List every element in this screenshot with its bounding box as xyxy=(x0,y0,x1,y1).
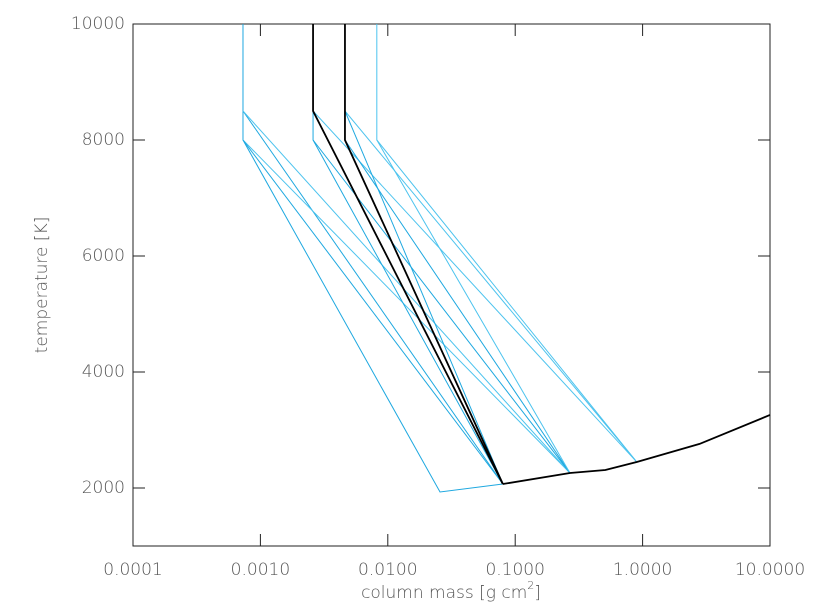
x-tick-label: 0.1000 xyxy=(485,560,544,580)
y-axis-label: temperature [K] xyxy=(32,217,52,354)
profile-line xyxy=(242,139,504,485)
profile-line xyxy=(344,110,504,485)
profile-line xyxy=(242,110,504,485)
x-tick-label: 1.0000 xyxy=(613,560,672,580)
x-tick-label: 0.0100 xyxy=(358,560,417,580)
y-tick-label: 10000 xyxy=(71,14,125,34)
y-tick-label: 4000 xyxy=(82,362,125,382)
plot-frame xyxy=(132,23,771,547)
profile-line xyxy=(376,139,571,474)
profile-line xyxy=(376,24,638,463)
x-axis-label-text: column mass [g cm xyxy=(361,583,527,603)
x-axis-label-end: ] xyxy=(534,583,541,603)
x-axis-label: column mass [g cm2] xyxy=(361,579,541,603)
x-tick-label: 0.0010 xyxy=(231,560,290,580)
x-tick-label: 10.0000 xyxy=(735,560,805,580)
profile-line xyxy=(312,111,571,474)
x-axis-label-sup: 2 xyxy=(527,579,534,592)
profile-line xyxy=(312,139,504,485)
y-tick-label: 8000 xyxy=(82,130,125,150)
y-tick-label: 6000 xyxy=(82,246,125,266)
profile-line xyxy=(242,24,503,493)
profile-line xyxy=(502,414,771,485)
profile-line xyxy=(242,110,571,474)
profile-line xyxy=(312,110,638,463)
profile-line xyxy=(242,139,571,474)
x-tick-label: 0.0001 xyxy=(103,560,162,580)
profile-line xyxy=(312,24,504,485)
profile-line xyxy=(344,24,504,485)
profile-line xyxy=(344,110,638,463)
y-tick-label: 2000 xyxy=(82,478,125,498)
